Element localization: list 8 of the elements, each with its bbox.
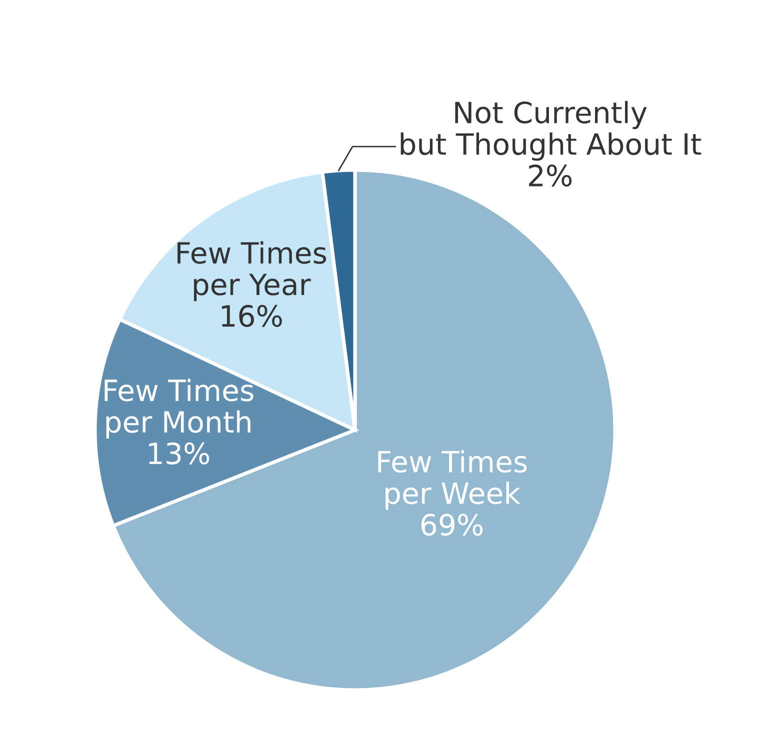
data-label: 2% xyxy=(529,164,572,187)
data-label: 13% xyxy=(149,442,210,464)
data-label: 16% xyxy=(222,304,282,327)
data-label: 69% xyxy=(421,514,483,536)
slice-label: Few Times per Year xyxy=(178,241,326,302)
slice-label: Few Times per Month xyxy=(104,378,254,439)
slice-label: Not Currently but Thought About It xyxy=(400,100,702,161)
slice-label: Few Times per Week xyxy=(378,450,527,510)
